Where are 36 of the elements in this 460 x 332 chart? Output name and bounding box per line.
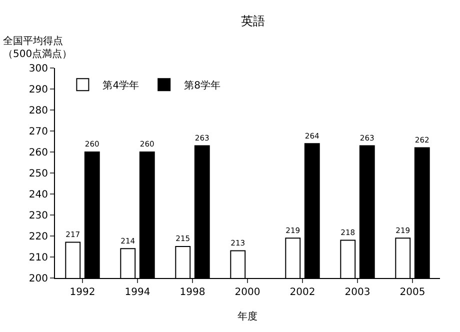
- y-tick-label: 280: [28, 106, 48, 116]
- data-label: 219: [286, 226, 300, 235]
- y-tick-label: 290: [28, 84, 48, 96]
- data-label: 263: [194, 133, 210, 142]
- data-label: 263: [360, 133, 375, 142]
- y-tick-label: 270: [28, 126, 48, 138]
- x-tick-label: 2005: [400, 287, 426, 298]
- legend-label: 第4学年: [102, 80, 140, 92]
- y-tick-label: 220: [28, 232, 48, 242]
- chart-title: 英語: [241, 14, 265, 28]
- y-tick-label: 300: [28, 64, 48, 74]
- x-tick-label: 2003: [344, 287, 370, 298]
- data-label: 215: [176, 234, 190, 244]
- data-label: 218: [340, 228, 356, 237]
- data-label: 219: [396, 226, 410, 235]
- x-tick-label: 1992: [70, 287, 96, 298]
- data-label: 213: [230, 238, 246, 248]
- x-tick-label: 2002: [290, 287, 316, 298]
- x-tick-label: 2000: [234, 287, 260, 298]
- y-tick-label: 240: [28, 190, 48, 200]
- x-axis-title: 年度: [238, 310, 258, 322]
- data-label: 260: [84, 140, 100, 149]
- y-tick-label: 200: [28, 274, 48, 284]
- y-axis-title: 全国平均得点（500点満点）: [3, 35, 72, 60]
- y-tick-label: 230: [28, 210, 48, 222]
- x-tick-label: 1994: [124, 287, 150, 298]
- data-label: 260: [140, 140, 155, 149]
- data-label: 217: [66, 230, 80, 240]
- y-tick-label: 250: [28, 168, 48, 180]
- y-tick-label: 210: [28, 252, 48, 264]
- data-label: 264: [304, 131, 320, 140]
- x-tick-label: 1998: [180, 287, 206, 298]
- data-label: 214: [120, 236, 136, 246]
- data-label: 262: [414, 136, 430, 145]
- y-tick-label: 260: [28, 148, 48, 158]
- legend-label: 第8学年: [184, 80, 220, 92]
